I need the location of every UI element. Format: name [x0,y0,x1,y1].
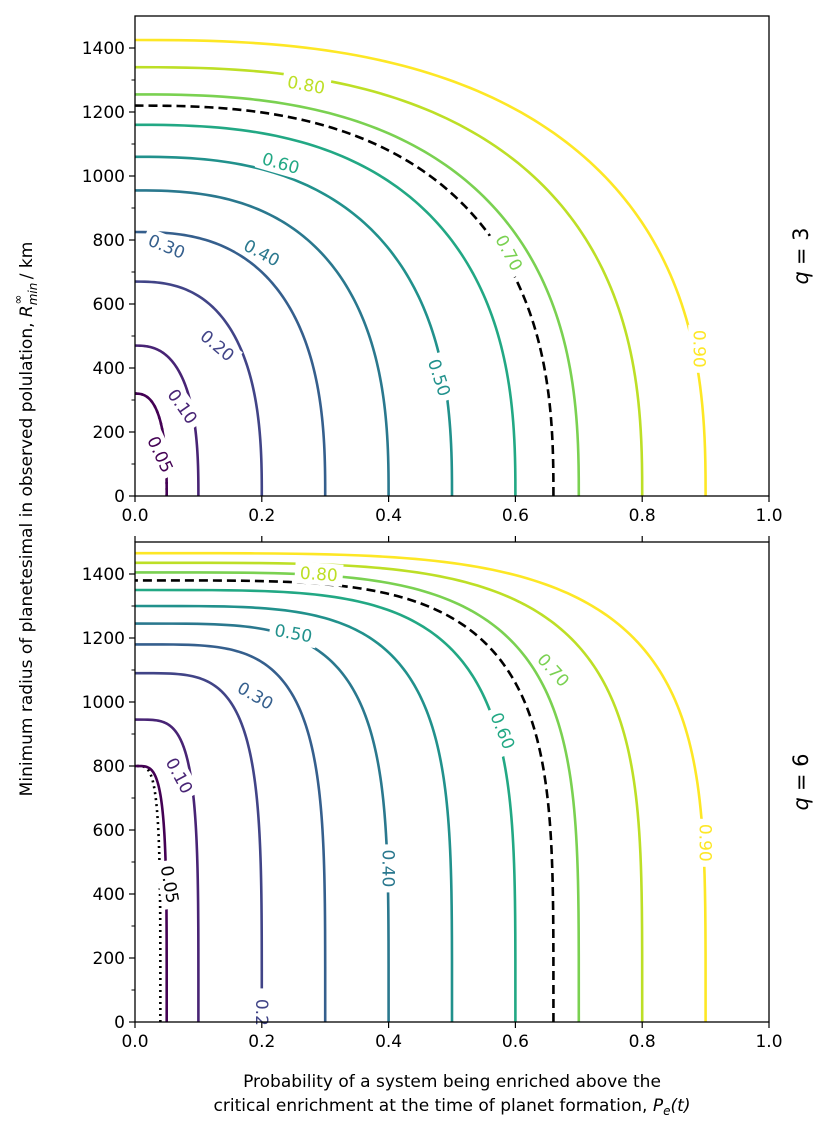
x-axis-label-line1: Probability of a system being enriched a… [243,1072,661,1092]
contour-label-bg [235,231,289,274]
x-tick-label: 0.0 [121,506,148,526]
x-tick-label: 0.4 [375,506,402,526]
y-tick-label: 1400 [82,565,125,585]
contour-line-005-dotted [134,764,162,1022]
contour-line-030-solid [134,230,327,497]
contour-label-bg [688,324,711,373]
y-tick-label: 1200 [82,629,125,649]
contour-label-090: 0.90 [688,330,708,368]
contour-line-060-solid [134,588,517,1023]
x-axis-label-line2: critical enrichment at the time of plane… [214,1096,691,1118]
x-tick-label: 0.0 [121,1032,148,1052]
contour-line-070-solid [134,571,581,1023]
y-axis-ticks: 0 200 400 600 800 1000 1200 1400 [82,39,135,507]
contour-label-bg [159,380,206,433]
y-tick-label: 400 [93,885,125,905]
y-tick-label: 600 [93,295,125,315]
x-axis-ticks: 0.0 0.2 0.4 0.6 0.8 1.0 [121,1022,783,1052]
contour-label-bg [140,227,194,266]
contour-label-080: 0.80 [299,564,338,587]
y-tick-label: 600 [93,821,125,841]
contour-label-090: 0.90 [695,824,715,862]
contour-label-bg [377,844,400,893]
x-axis-ticks: 0.0 0.2 0.4 0.6 0.8 1.0 [121,496,783,542]
contour-line-020-solid [134,671,264,1023]
y-tick-label: 0 [114,487,125,507]
panel-q3: 0.050.100.200.30 0.400.500.600.700.800.90… [82,15,813,542]
contour-labels: 0.050.100.200.30 0.400.500.600.700.800.90 [140,69,711,481]
contour-label-bg [483,704,522,758]
contour-line-090-solid [134,551,707,1023]
contour-line-040-solid [134,189,390,497]
contour-label-bg [140,427,181,481]
contour-label-bg [694,818,717,867]
contour-line-030-solid [134,643,327,1023]
contour-label-bg [191,321,243,370]
contour-label-bg [294,561,344,587]
x-tick-label: 0.6 [502,506,529,526]
plot-frame [134,15,770,497]
y-tick-label: 1000 [82,693,125,713]
y-axis-label: Minimum radius of planetesimal in observ… [11,242,40,797]
contour-line-080-solid [134,561,644,1023]
contour-label-040: 0.40 [378,849,398,887]
contour-line-critical-dashed [134,104,555,497]
panel-label-q3: q= 3 [789,228,813,285]
contour-label-bg [488,226,531,280]
contour-line-060-solid [134,123,517,497]
x-tick-label: 0.2 [248,506,275,526]
x-tick-label: 1.0 [755,506,782,526]
contour-line-critical-dashed [134,579,555,1023]
contour-line-010-solid [134,718,200,1022]
y-tick-label: 0 [114,1013,125,1033]
x-tick-label: 0.2 [248,1032,275,1052]
contour-label-bg [267,618,320,649]
x-tick-label: 0.6 [502,1032,529,1052]
y-axis-ticks: 0 200 400 600 800 1000 1200 1400 [82,565,135,1033]
y-tick-label: 1400 [82,39,125,59]
contour-label-bg [250,988,273,1037]
contour-line-070-solid [134,93,581,497]
x-tick-label: 1.0 [755,1032,782,1052]
plot-frame [134,541,770,1023]
y-tick-label: 1000 [82,167,125,187]
y-tick-label: 200 [93,949,125,969]
y-tick-label: 800 [93,231,125,251]
x-tick-label: 0.8 [629,1032,656,1052]
contour-lines [134,551,707,1023]
x-tick-label: 0.4 [375,1032,402,1052]
contour-line-050-solid [134,604,454,1023]
contour-label-bg [254,146,307,181]
contour-label-020: 0.2 [251,999,271,1026]
contour-line-010-solid [134,344,200,497]
contour-line-020-solid [134,280,264,497]
panel-label-q6: q= 6 [789,754,813,811]
y-tick-label: 400 [93,359,125,379]
contour-label-bg [229,674,282,718]
y-tick-label: 1200 [82,103,125,123]
contour-label-bg [529,644,578,696]
contour-label-bg [158,749,201,802]
y-tick-label: 800 [93,757,125,777]
panel-q6: 0.050.100.20.300.400.500.600.700.800.90 … [82,541,813,1052]
y-tick-label: 200 [93,423,125,443]
x-tick-label: 0.8 [629,506,656,526]
contour-line-040-solid [134,622,390,1023]
contour-label-bg [154,858,185,910]
contour-label-bg [421,351,458,404]
contour-label-bg [280,69,332,100]
